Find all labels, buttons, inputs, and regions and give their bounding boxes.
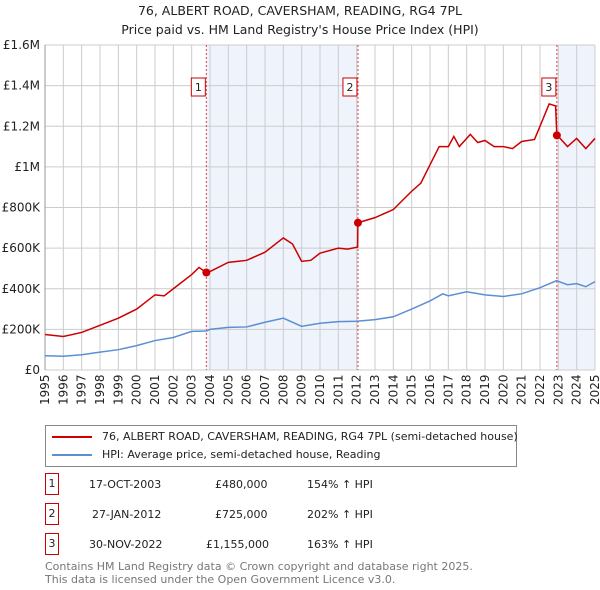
x-tick-label: 2008 bbox=[276, 374, 290, 405]
x-tick-label: 2007 bbox=[258, 374, 272, 405]
legend-swatch-property bbox=[52, 436, 92, 438]
legend-label-hpi: HPI: Average price, semi-detached house,… bbox=[102, 448, 381, 461]
x-tick-label: 2020 bbox=[496, 374, 510, 405]
x-tick-label: 2018 bbox=[460, 374, 474, 405]
x-tick-label: 1999 bbox=[111, 374, 125, 405]
footer-copyright: Contains HM Land Registry data © Crown c… bbox=[45, 560, 473, 573]
sale-hpi: 202% ↑ HPI bbox=[307, 508, 373, 521]
sale-price: £1,155,000 bbox=[206, 538, 269, 551]
chart-title: 76, ALBERT ROAD, CAVERSHAM, READING, RG4… bbox=[138, 3, 462, 18]
x-tick-label: 2005 bbox=[221, 374, 235, 405]
x-tick-label: 2006 bbox=[240, 374, 254, 405]
series-line bbox=[44, 279, 596, 357]
y-tick-label: £400K bbox=[2, 282, 42, 296]
x-tick-label: 2017 bbox=[441, 374, 455, 405]
x-tick-label: 2009 bbox=[295, 374, 309, 405]
x-tick-label: 2025 bbox=[588, 374, 600, 405]
y-tick-label: £800K bbox=[2, 201, 42, 215]
x-tick-label: 2001 bbox=[148, 374, 162, 405]
footer-licence: This data is licensed under the Open Gov… bbox=[45, 573, 396, 586]
legend: 76, ALBERT ROAD, CAVERSHAM, READING, RG4… bbox=[45, 425, 518, 467]
sale-date: 30-NOV-2022 bbox=[89, 538, 163, 551]
x-tick-label: 2019 bbox=[478, 374, 492, 405]
sale-date: 27-JAN-2012 bbox=[92, 508, 162, 521]
x-tick-label: 2021 bbox=[515, 374, 529, 405]
y-tick-label: £600K bbox=[2, 241, 42, 255]
y-tick-label: £1.4M bbox=[3, 79, 40, 93]
sale-label: 3 bbox=[545, 81, 552, 94]
x-tick-label: 2014 bbox=[386, 374, 400, 405]
x-tick-label: 2023 bbox=[551, 374, 565, 405]
x-tick-label: 2004 bbox=[203, 374, 217, 405]
sale-point bbox=[552, 131, 561, 140]
sale-date: 17-OCT-2003 bbox=[89, 478, 162, 491]
x-tick-label: 2010 bbox=[313, 374, 327, 405]
x-tick-label: 2002 bbox=[166, 374, 180, 405]
sale-marker-2: 2 bbox=[45, 503, 59, 525]
sale-price: £725,000 bbox=[215, 508, 268, 521]
sale-label-box bbox=[541, 77, 557, 97]
x-tick-label: 2015 bbox=[405, 374, 419, 405]
sale-price: £480,000 bbox=[215, 478, 268, 491]
x-tick-label: 1995 bbox=[38, 374, 52, 405]
x-tick-label: 1996 bbox=[56, 374, 70, 405]
x-tick-label: 2013 bbox=[368, 374, 382, 405]
chart-subtitle: Price paid vs. HM Land Registry's House … bbox=[121, 22, 478, 37]
x-tick-label: 2016 bbox=[423, 374, 437, 405]
y-tick-label: £1.2M bbox=[3, 119, 40, 133]
legend-swatch-hpi bbox=[52, 454, 92, 456]
x-tick-label: 2003 bbox=[185, 374, 199, 405]
legend-label-property: 76, ALBERT ROAD, CAVERSHAM, READING, RG4… bbox=[102, 430, 518, 443]
x-tick-label: 2011 bbox=[331, 374, 345, 405]
sale-hpi: 163% ↑ HPI bbox=[307, 538, 373, 551]
sale-label-box bbox=[190, 77, 206, 97]
sale-label-box bbox=[342, 77, 358, 97]
sale-label: 2 bbox=[346, 81, 353, 94]
price-chart: 76, ALBERT ROAD, CAVERSHAM, READING, RG4… bbox=[2, 3, 600, 405]
y-tick-label: £1.6M bbox=[3, 38, 40, 52]
x-tick-label: 2022 bbox=[533, 374, 547, 405]
x-tick-label: 2024 bbox=[570, 374, 584, 405]
y-tick-label: £0 bbox=[25, 363, 40, 377]
x-tick-label: 1998 bbox=[93, 374, 107, 405]
footer: Contains HM Land Registry data © Crown c… bbox=[45, 560, 473, 586]
y-tick-label: £1M bbox=[14, 160, 40, 174]
y-tick-label: £200K bbox=[2, 322, 42, 336]
sale-point bbox=[353, 218, 362, 227]
sale-point bbox=[202, 268, 211, 277]
x-tick-label: 2012 bbox=[350, 374, 364, 405]
sale-marker-3: 3 bbox=[45, 533, 59, 555]
sale-marker-1: 1 bbox=[45, 473, 59, 495]
x-tick-label: 2000 bbox=[130, 374, 144, 405]
sale-hpi: 154% ↑ HPI bbox=[307, 478, 373, 491]
sale-label: 1 bbox=[195, 81, 202, 94]
series-line bbox=[44, 102, 596, 338]
x-tick-label: 1997 bbox=[75, 374, 89, 405]
